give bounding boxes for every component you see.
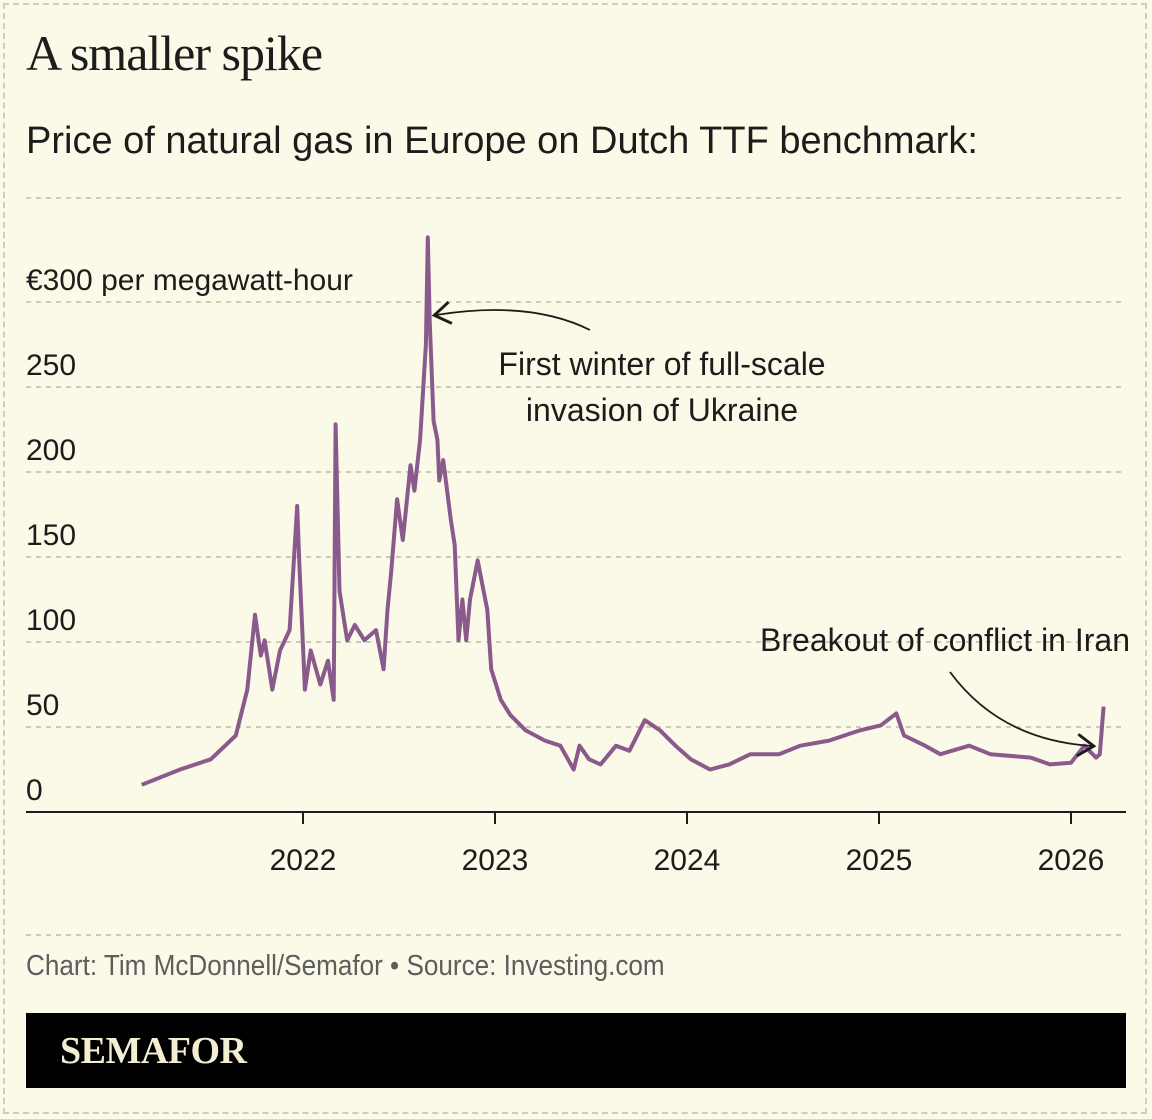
brand-bar: SEMAFOR xyxy=(26,1013,1126,1088)
source-credit: Chart: Tim McDonnell/Semafor • Source: I… xyxy=(26,950,665,982)
x-tick-label: 2022 xyxy=(270,844,337,877)
chart-subtitle: Price of natural gas in Europe on Dutch … xyxy=(26,120,978,162)
annotation-iran-arrow xyxy=(949,671,1097,758)
semafor-logo: SEMAFOR xyxy=(60,1030,247,1072)
x-tick-label: 2026 xyxy=(1038,844,1105,877)
annotation-iran: Breakout of conflict in Iran xyxy=(760,622,1130,658)
annotation-ukraine-arrow xyxy=(431,301,591,331)
x-tick-label: 2023 xyxy=(462,844,529,877)
y-tick-label: 50 xyxy=(26,689,59,722)
annotation-ukraine-line1: First winter of full-scale xyxy=(498,346,825,382)
y-tick-label: 250 xyxy=(26,349,76,382)
y-tick-label: €300 per megawatt-hour xyxy=(26,264,353,297)
y-tick-label: 100 xyxy=(26,604,76,637)
chart-frame xyxy=(3,3,1147,1114)
annotation-ukraine-line2: invasion of Ukraine xyxy=(526,392,798,428)
x-tick-label: 2025 xyxy=(846,844,913,877)
y-tick-label: 150 xyxy=(26,519,76,552)
x-tick-label: 2024 xyxy=(654,844,721,877)
y-tick-label: 0 xyxy=(26,774,43,807)
y-tick-label: 200 xyxy=(26,434,76,467)
chart-title: A smaller spike xyxy=(26,25,323,81)
price-series-line xyxy=(140,235,1106,787)
